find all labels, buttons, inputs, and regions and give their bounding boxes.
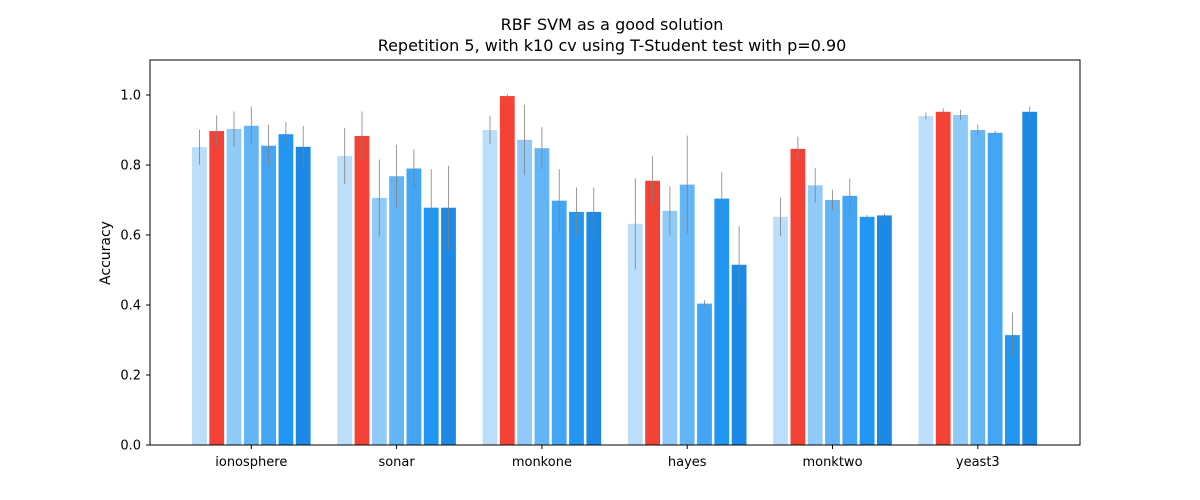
bars-layer: [192, 94, 1038, 446]
x-tick-label: hayes: [668, 455, 707, 470]
y-tick-label: 0.0: [120, 439, 141, 454]
bar-ionosphere-4: [261, 145, 276, 445]
bar-hayes-5: [714, 198, 730, 445]
bar-hayes-1: [645, 180, 660, 445]
bar-ionosphere-6: [295, 146, 311, 446]
x-tick-label: yeast3: [956, 455, 1000, 470]
bar-yeast3-5: [1005, 335, 1020, 445]
bar-yeast3-4: [987, 132, 1003, 446]
x-tick-label: monkone: [512, 455, 572, 470]
y-axis-label: Accuracy: [98, 221, 114, 285]
y-tick-label: 0.4: [120, 299, 141, 314]
bar-sonar-3: [389, 176, 404, 445]
bar-monktwo-5: [859, 216, 875, 445]
x-tick-label: ionosphere: [215, 455, 287, 470]
bar-monkone-6: [586, 211, 602, 445]
bar-sonar-6: [441, 207, 456, 445]
bar-yeast3-2: [953, 114, 968, 445]
y-tick-label: 1.0: [120, 89, 141, 104]
bar-yeast3-3: [970, 130, 986, 445]
bar-ionosphere-2: [226, 128, 242, 445]
plot-frame: [149, 59, 1081, 446]
bar-hayes-2: [662, 210, 678, 445]
bar-monkone-4: [551, 200, 567, 445]
bar-monktwo-2: [807, 185, 823, 446]
x-tick-label: sonar: [378, 455, 415, 470]
bar-yeast3-0: [918, 116, 934, 445]
x-tick-label: monktwo: [802, 455, 862, 470]
bar-sonar-5: [423, 207, 439, 445]
bar-hayes-4: [697, 303, 712, 445]
bar-monkone-3: [534, 148, 550, 445]
bar-monktwo-3: [825, 200, 840, 445]
bar-yeast3-6: [1022, 111, 1038, 446]
bar-hayes-3: [679, 184, 695, 445]
bar-yeast3-1: [935, 111, 951, 446]
bar-sonar-4: [406, 168, 422, 445]
bar-ionosphere-1: [209, 131, 225, 446]
bar-ionosphere-5: [278, 134, 294, 445]
bar-ionosphere-3: [243, 125, 259, 446]
chart-subtitle: Repetition 5, with k10 cv using T-Studen…: [378, 36, 847, 55]
bar-ionosphere-0: [192, 147, 207, 445]
bar-monktwo-1: [790, 148, 806, 445]
bar-hayes-6: [731, 264, 747, 445]
bar-monktwo-4: [842, 195, 858, 445]
y-tick-label: 0.2: [120, 369, 141, 384]
ticks-layer: ionosphere sonar monkone hayes monktwo yeast3…: [120, 89, 999, 471]
chart-title: RBF SVM as a good solution: [501, 15, 724, 34]
bar-hayes-0: [627, 223, 643, 445]
y-tick-label: 0.6: [120, 229, 141, 244]
bar-monkone-2: [517, 139, 532, 446]
bar-monkone-0: [482, 130, 498, 445]
bar-monkone-1: [499, 96, 515, 446]
bar-sonar-0: [337, 155, 353, 445]
bar-sonar-1: [354, 135, 370, 445]
bar-monktwo-6: [877, 215, 892, 445]
bar-sonar-2: [371, 197, 387, 445]
bar-monkone-5: [569, 211, 584, 445]
bar-monktwo-0: [773, 216, 788, 445]
y-tick-label: 0.8: [120, 159, 141, 174]
